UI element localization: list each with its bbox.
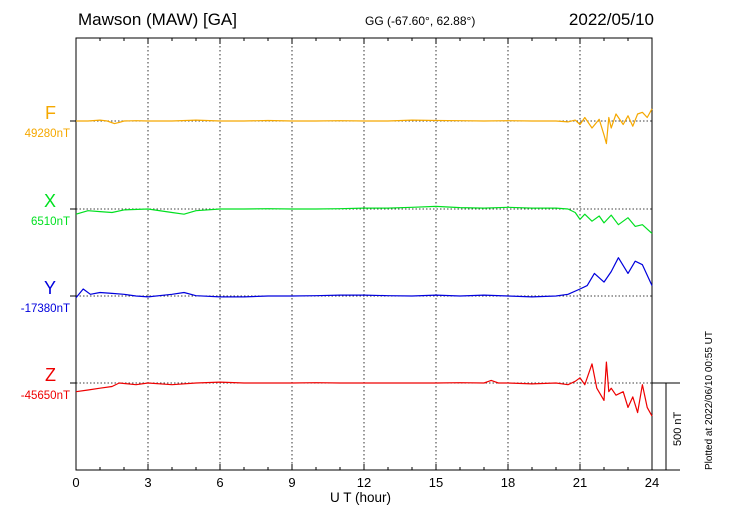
- x-axis-label: U T (hour): [330, 490, 392, 505]
- series-line-Z: [75, 361, 653, 417]
- geographic-coords: GG (-67.60°, 62.88°): [365, 14, 476, 28]
- station-title: Mawson (MAW) [GA]: [78, 10, 237, 29]
- x-tick-label: 15: [429, 475, 443, 490]
- plot-date: 2022/05/10: [568, 10, 654, 29]
- component-label-X: X: [44, 191, 56, 211]
- x-tick-label: 21: [573, 475, 587, 490]
- x-tick-label: 9: [288, 475, 295, 490]
- x-tick-label: 6: [216, 475, 223, 490]
- series-line-X: [75, 205, 653, 234]
- series-line-Y: [75, 257, 653, 299]
- plotted-timestamp: Plotted at 2022/06/10 00:55 UT: [704, 331, 715, 470]
- component-label-Z: Z: [45, 365, 56, 385]
- series-line-F: [76, 108, 653, 145]
- x-tick-label: 0: [72, 475, 79, 490]
- scale-bar-label: 500 nT: [672, 411, 684, 446]
- x-tick-label: 18: [501, 475, 515, 490]
- baseline-value-Y: -17380nT: [21, 303, 70, 315]
- baseline-value-X: 6510nT: [31, 216, 70, 228]
- x-tick-label: 24: [645, 475, 659, 490]
- baseline-value-F: 49280nT: [25, 128, 70, 140]
- component-label-F: F: [45, 103, 56, 123]
- component-label-Y: Y: [44, 278, 56, 298]
- x-tick-label: 3: [144, 475, 151, 490]
- baseline-value-Z: -45650nT: [21, 390, 70, 402]
- x-tick-label: 12: [357, 475, 371, 490]
